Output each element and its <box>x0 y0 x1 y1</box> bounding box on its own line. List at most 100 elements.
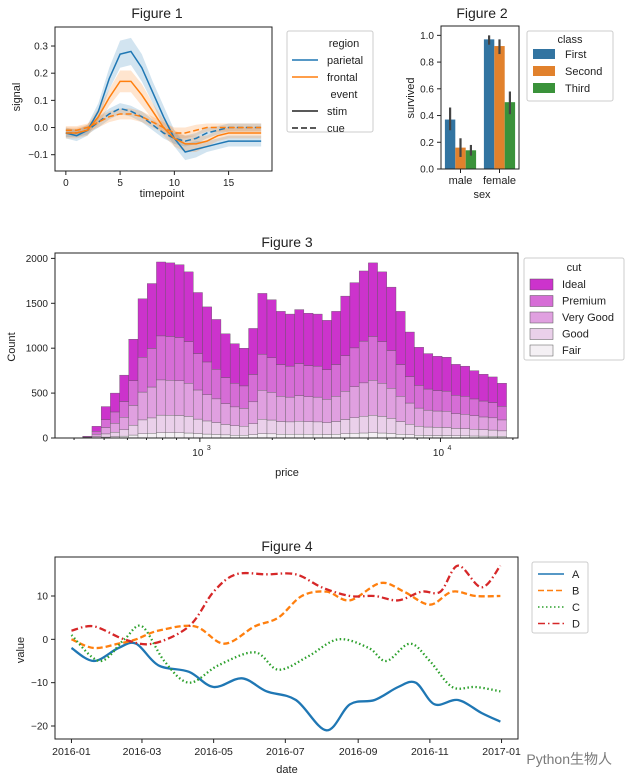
hist-bar-very-good <box>303 396 314 422</box>
hist-bar-premium <box>358 340 369 384</box>
hist-bar-very-good <box>451 413 461 429</box>
hist-bar-very-good <box>183 382 194 417</box>
hist-bar-ideal <box>248 328 258 375</box>
hist-bar-very-good <box>460 414 470 429</box>
legend-label: Fair <box>562 345 581 357</box>
hist-bar-good <box>432 427 443 436</box>
hist-bar-good <box>276 421 286 435</box>
hist-bar-good <box>100 433 111 438</box>
y-tick-label: 0.4 <box>420 111 434 122</box>
hist-bar-good <box>257 419 268 434</box>
x-tick-label: 2017-01 <box>482 746 521 758</box>
hist-bar-ideal <box>110 392 120 413</box>
hist-bar-ideal <box>386 286 397 351</box>
figure-1-title: Figure 1 <box>131 5 183 21</box>
hist-bar-fair <box>368 432 378 439</box>
hist-bar-ideal <box>276 311 286 365</box>
watermark-text: Python生物人 <box>526 751 612 767</box>
hist-bar-good <box>248 423 258 435</box>
hist-bar-very-good <box>229 406 240 426</box>
hist-bar-good <box>137 419 148 434</box>
figure-2-axes-frame <box>440 25 520 170</box>
hist-bar-ideal <box>211 319 222 370</box>
hist-bar-fair <box>358 432 369 439</box>
figure-3-title: Figure 3 <box>261 234 313 250</box>
hist-bar-very-good <box>165 380 176 416</box>
hist-bar-fair <box>193 433 203 439</box>
legend-label: parietal <box>327 55 363 67</box>
hist-bar-good <box>239 426 249 436</box>
hist-bar-very-good <box>312 396 323 423</box>
y-tick-label: 0 <box>42 635 48 646</box>
hist-bar-fair <box>322 434 332 439</box>
legend-label: First <box>565 49 586 61</box>
series-line-parietal-stim <box>65 50 262 153</box>
hist-bar-good <box>128 424 139 436</box>
hist-bar-premium <box>100 419 111 428</box>
x-tick-label: 2016-03 <box>123 746 162 758</box>
hist-bar-ideal <box>432 356 443 391</box>
legend-label: Very Good <box>562 312 614 324</box>
hist-bar-fair <box>147 433 157 439</box>
hist-bar-very-good <box>368 380 378 416</box>
x-tick-label: 5 <box>117 178 123 189</box>
hist-bar-ideal <box>147 283 157 349</box>
hist-bar-very-good <box>395 396 406 422</box>
hist-bar-ideal <box>349 282 360 349</box>
hist-bar-good <box>497 430 507 437</box>
hist-bar-premium <box>487 402 498 419</box>
hist-bar-premium <box>322 369 332 400</box>
legend-label: stim <box>327 106 347 118</box>
hist-bar-very-good <box>110 423 120 433</box>
legend-header: region <box>329 38 360 50</box>
hist-bar-fair <box>340 433 351 439</box>
hist-bar-very-good <box>441 411 452 428</box>
hist-bar-ideal <box>239 348 249 387</box>
y-tick-label: 1000 <box>26 344 49 355</box>
hist-bar-very-good <box>414 407 424 427</box>
hist-bar-good <box>211 422 222 435</box>
series-line-B <box>70 581 501 650</box>
hist-bar-ideal <box>340 295 351 356</box>
x-tick-exponent: 4 <box>447 445 451 452</box>
hist-bar-very-good <box>239 408 249 427</box>
hist-bar-good <box>423 426 434 436</box>
hist-bar-fair <box>137 433 148 439</box>
hist-bar-premium <box>497 406 507 421</box>
hist-bar-very-good <box>147 386 157 419</box>
legend-swatch-First <box>533 49 555 59</box>
hist-bar-very-good <box>276 396 286 422</box>
y-tick-label: 0.8 <box>420 58 434 69</box>
legend-label: Ideal <box>562 279 586 291</box>
figure-1-plot-area: 0 5 10 15 −0.1 0.0 0.1 0.2 0.3 <box>28 26 273 189</box>
hist-bar-good <box>91 436 102 438</box>
legend-label: Good <box>562 329 589 341</box>
hist-bar-ideal <box>174 264 185 338</box>
x-tick-label: 2016-01 <box>52 746 91 758</box>
figure-4-x-axis-label: date <box>276 764 297 776</box>
hist-bar-ideal <box>220 333 231 378</box>
hist-bar-good <box>156 414 166 433</box>
bar-female-Second <box>494 46 505 169</box>
x-tick-label: female <box>483 175 516 187</box>
series-line-parietal-cue <box>65 107 262 142</box>
hist-bar-very-good <box>478 416 489 430</box>
hist-bar-premium <box>91 431 102 435</box>
hist-bar-fair <box>395 434 406 439</box>
hist-bar-premium <box>110 411 120 424</box>
figure-1: Figure 1 timepoint signal 0 5 10 15−0.10.00… <box>11 5 374 200</box>
hist-bar-fair <box>312 434 323 439</box>
hist-bar-ideal <box>377 271 387 342</box>
hist-bar-good <box>349 417 360 434</box>
x-tick-label: male <box>449 175 473 187</box>
hist-bar-ideal <box>368 262 378 337</box>
y-tick-label: 0.3 <box>34 42 48 53</box>
hist-bar-very-good <box>405 402 415 425</box>
hist-bar-good <box>147 417 157 434</box>
hist-bar-premium <box>331 364 341 397</box>
y-tick-label: 2000 <box>26 254 49 265</box>
hist-bar-good <box>183 416 194 434</box>
legend-label: frontal <box>327 72 358 84</box>
